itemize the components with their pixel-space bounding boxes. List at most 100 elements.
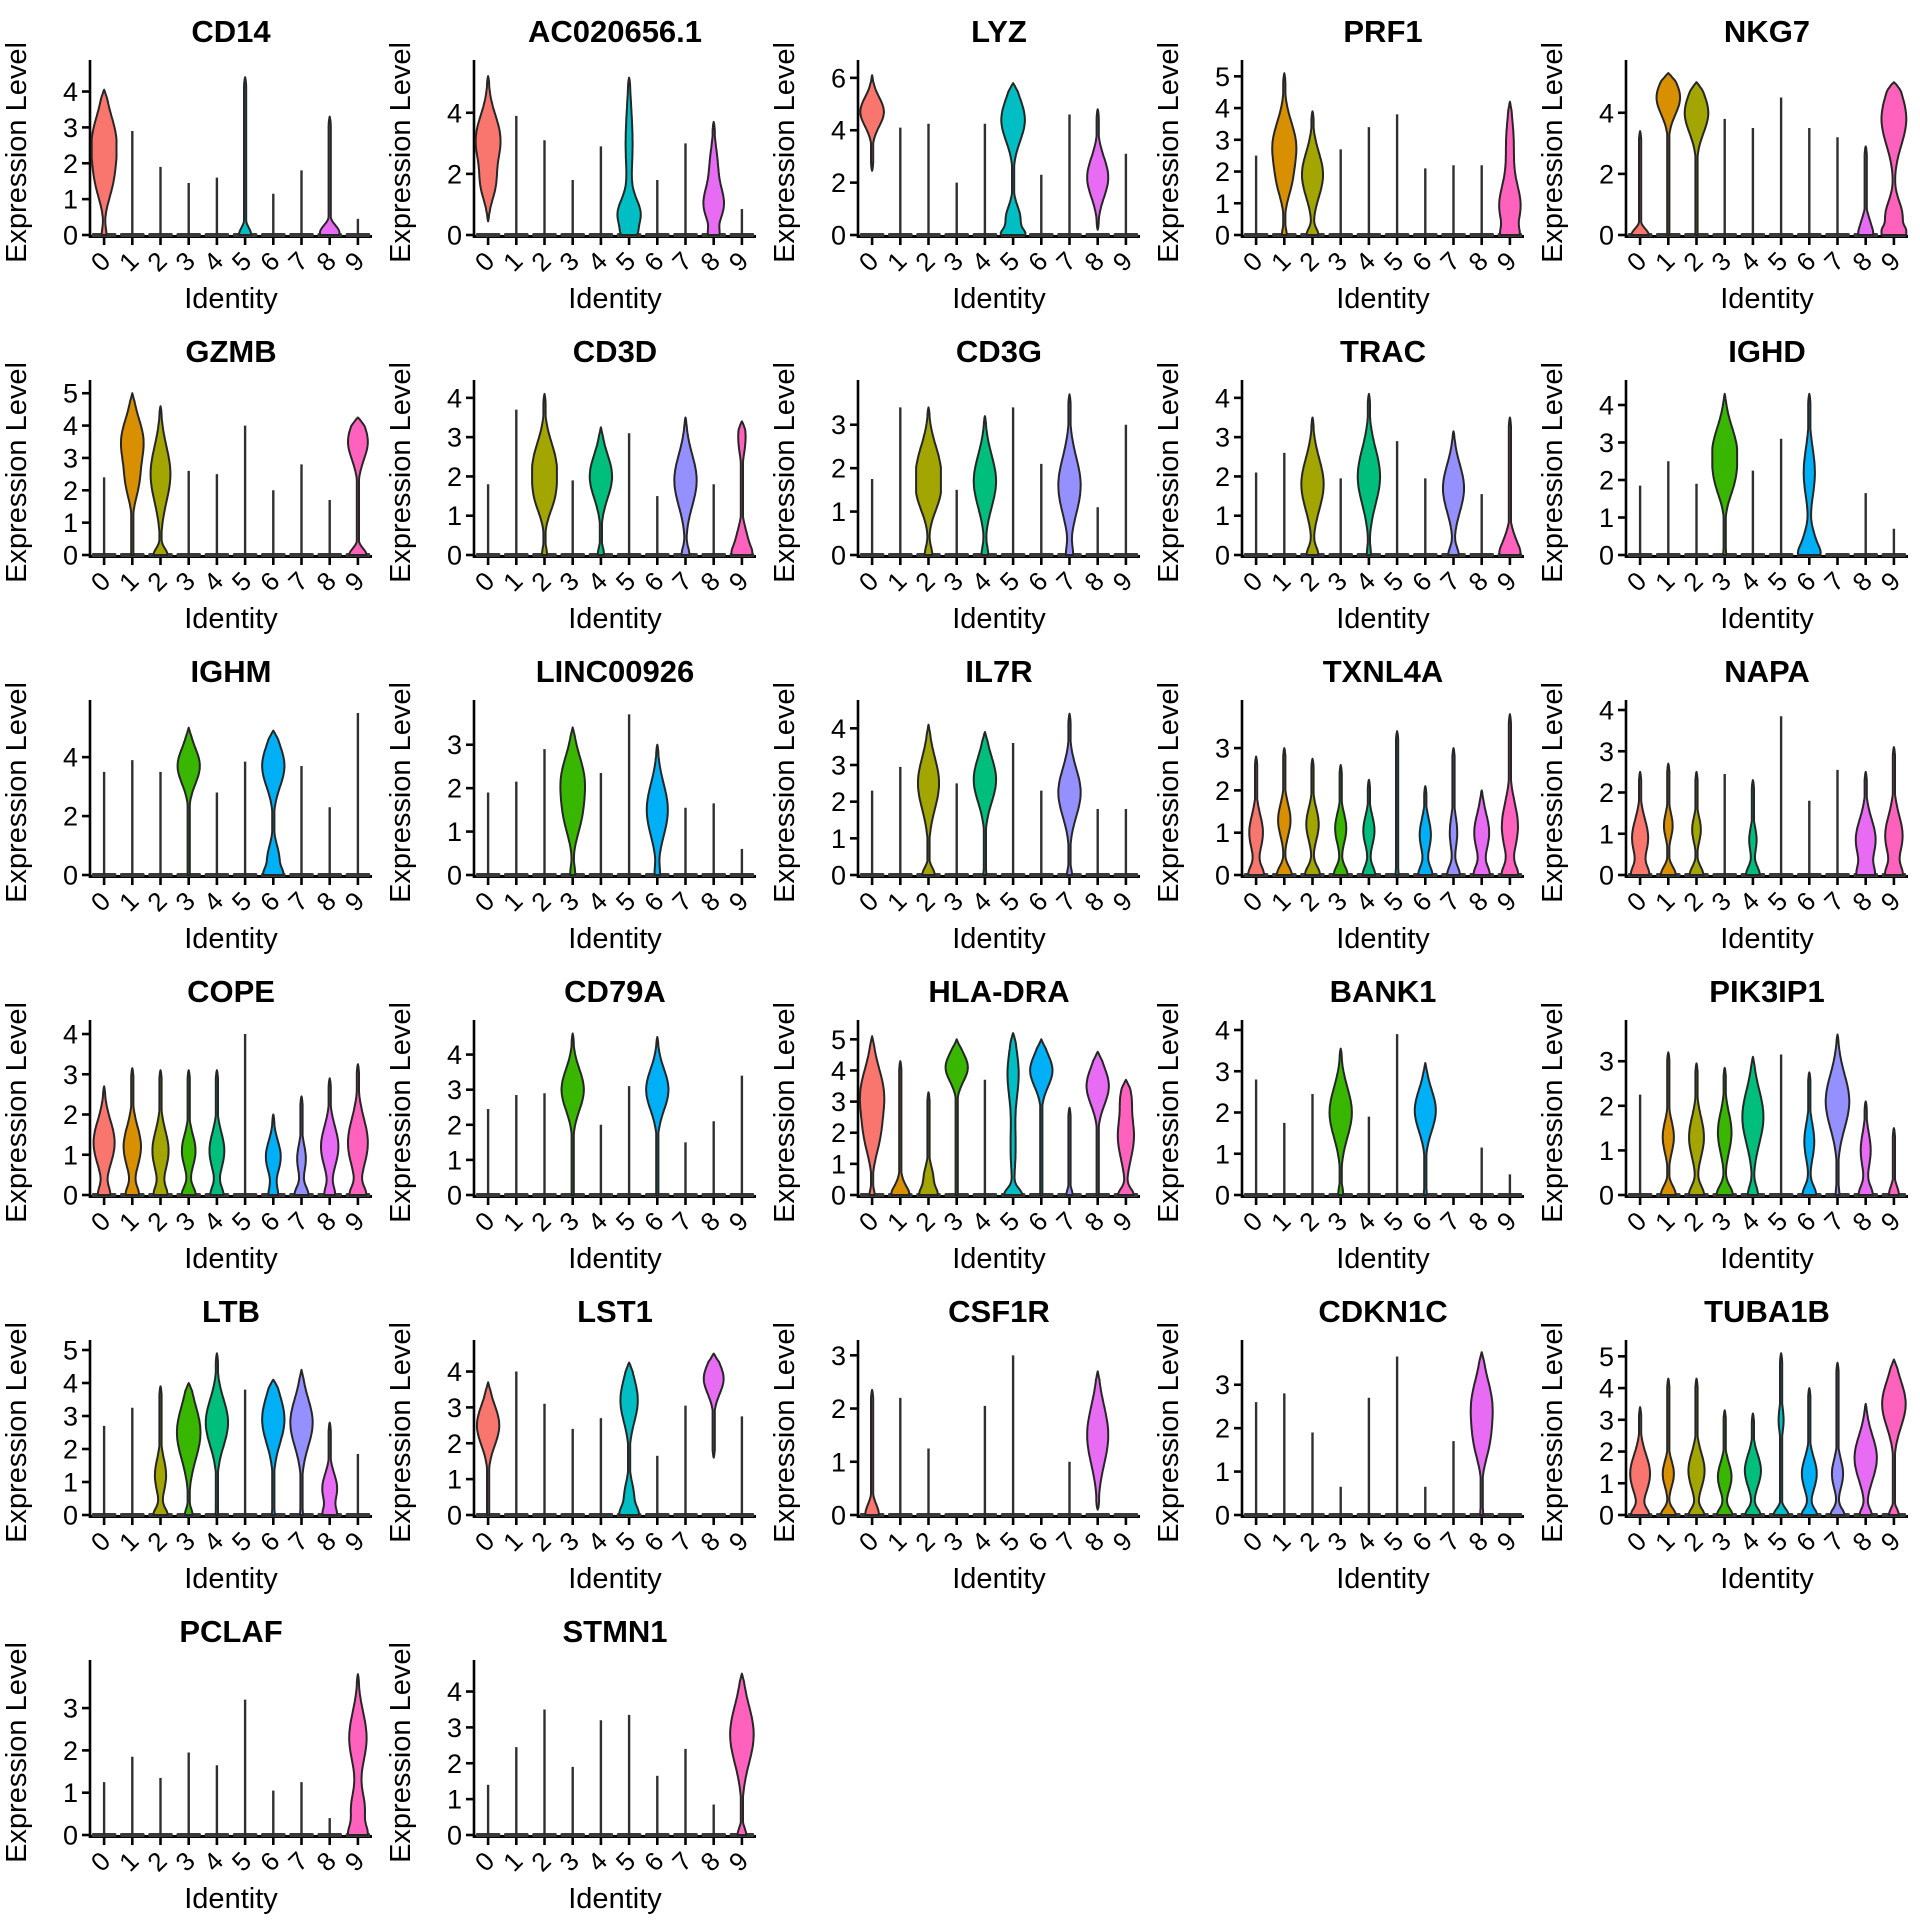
violin-body-cluster-0 — [864, 1388, 880, 1516]
x-tick-label: 8 — [1462, 1526, 1493, 1557]
x-axis-label: Identity — [952, 923, 1046, 955]
y-tick-label: 3 — [831, 1087, 846, 1117]
panel-title: HLA-DRA — [928, 974, 1069, 1009]
y-tick-label: 3 — [1599, 1405, 1614, 1435]
y-tick-label: 4 — [63, 1020, 78, 1050]
y-tick-label: 3 — [1215, 734, 1230, 764]
x-tick-label: 5 — [610, 1206, 641, 1237]
x-tick-label: 9 — [1107, 1526, 1138, 1557]
violin-body-cluster-6 — [1029, 1038, 1054, 1196]
violin-panel-CSF1R: CSF1R Expression Level Identity 0 1 2 3 0 1 2 3 4 5 6… — [768, 1280, 1152, 1600]
y-tick-label: 2 — [1215, 1414, 1230, 1444]
y-tick-label: 1 — [447, 1785, 462, 1815]
violin-panel-NKG7: NKG7 Expression Level Identity 0 2 4 0 1 2 3 4 5 6 7 8… — [1536, 0, 1920, 320]
x-tick-label: 4 — [1350, 566, 1381, 597]
x-tick-label: 8 — [1078, 1206, 1109, 1237]
x-tick-label: 4 — [582, 886, 613, 917]
x-tick-label: 6 — [1406, 246, 1437, 277]
x-tick-label: 4 — [582, 1526, 613, 1557]
x-tick-label: 7 — [282, 1846, 313, 1877]
y-tick-label: 0 — [63, 221, 78, 251]
y-tick-label: 1 — [63, 1778, 78, 1808]
x-tick-label: 1 — [497, 566, 528, 597]
x-tick-label: 1 — [497, 886, 528, 917]
y-tick-label: 0 — [831, 541, 846, 571]
y-tick-label: 3 — [447, 1713, 462, 1743]
violin-body-cluster-2 — [917, 723, 940, 876]
x-tick-label: 5 — [1762, 886, 1793, 917]
x-tick-label: 5 — [994, 1526, 1025, 1557]
violin-panel-TRAC: TRAC Expression Level Identity 0 1 2 3 4 0 1 2 3 4 5 6… — [1152, 320, 1536, 640]
x-tick-label: 0 — [1237, 1206, 1268, 1237]
y-tick-label: 1 — [447, 501, 462, 531]
y-tick-label: 2 — [63, 1100, 78, 1130]
x-axis-label: Identity — [1336, 1243, 1430, 1275]
x-tick-label: 2 — [141, 246, 172, 277]
violin-body-cluster-6 — [645, 1036, 670, 1196]
violin-body-cluster-7 — [1446, 747, 1461, 876]
y-tick-label: 3 — [447, 1075, 462, 1105]
x-tick-label: 1 — [881, 1206, 912, 1237]
violin-body-cluster-1 — [1659, 1051, 1677, 1196]
x-tick-label: 1 — [113, 1846, 144, 1877]
y-tick-label: 1 — [1599, 1469, 1614, 1499]
y-tick-label: 0 — [447, 1821, 462, 1851]
x-tick-label: 2 — [909, 1526, 940, 1557]
x-tick-label: 1 — [1265, 1526, 1296, 1557]
x-tick-label: 6 — [638, 886, 669, 917]
x-tick-label: 7 — [1818, 1206, 1849, 1237]
x-tick-label: 1 — [497, 246, 528, 277]
x-axis-label: Identity — [568, 283, 662, 315]
y-tick-label: 4 — [63, 77, 78, 107]
violin-body-cluster-0 — [859, 74, 885, 172]
x-tick-label: 7 — [282, 246, 313, 277]
y-tick-label: 0 — [447, 861, 462, 891]
x-tick-label: 2 — [909, 246, 940, 277]
x-tick-label: 6 — [1790, 886, 1821, 917]
y-tick-label: 3 — [63, 1060, 78, 1090]
y-tick-label: 1 — [1599, 1136, 1614, 1166]
x-tick-label: 6 — [1790, 566, 1821, 597]
x-tick-label: 6 — [638, 566, 669, 597]
x-tick-label: 7 — [1050, 1526, 1081, 1557]
panel-title: PRF1 — [1343, 14, 1422, 49]
y-tick-label: 4 — [447, 1677, 462, 1707]
violin-body-cluster-8 — [1469, 1351, 1494, 1516]
x-tick-label: 8 — [1846, 246, 1877, 277]
y-axis-label: Expression Level — [769, 362, 801, 583]
panel-title: IL7R — [965, 654, 1032, 689]
y-tick-label: 3 — [447, 730, 462, 760]
x-tick-label: 0 — [85, 1526, 116, 1557]
x-tick-label: 9 — [1875, 1526, 1906, 1557]
x-tick-label: 8 — [1462, 1206, 1493, 1237]
x-tick-label: 5 — [1762, 566, 1793, 597]
violin-body-cluster-1 — [1659, 1377, 1677, 1516]
y-tick-label: 0 — [831, 861, 846, 891]
y-tick-label: 2 — [1215, 157, 1230, 187]
x-tick-label: 9 — [1491, 566, 1522, 597]
x-axis-label: Identity — [184, 1883, 278, 1915]
x-axis-label: Identity — [952, 1563, 1046, 1595]
x-tick-label: 1 — [1265, 566, 1296, 597]
y-tick-label: 2 — [447, 1429, 462, 1459]
x-tick-label: 5 — [610, 246, 641, 277]
y-axis-label: Expression Level — [1, 1642, 33, 1863]
x-tick-label: 4 — [966, 1206, 997, 1237]
x-tick-label: 0 — [1237, 886, 1268, 917]
violin-panel-CD3D: CD3D Expression Level Identity 0 1 2 3 4 0 1 2 3 4 5 6… — [384, 320, 768, 640]
x-tick-label: 7 — [666, 886, 697, 917]
panel-title: TRAC — [1340, 334, 1426, 369]
violin-baseline — [1825, 553, 1850, 557]
y-tick-label: 3 — [1215, 1370, 1230, 1400]
x-tick-label: 8 — [310, 1846, 341, 1877]
x-tick-label: 3 — [937, 1526, 968, 1557]
panel-title: CD3G — [956, 334, 1042, 369]
x-tick-label: 2 — [1677, 566, 1708, 597]
violin-body-cluster-8 — [320, 1077, 340, 1196]
violin-body-cluster-8 — [1854, 770, 1877, 876]
x-tick-label: 2 — [525, 1206, 556, 1237]
x-tick-label: 3 — [169, 886, 200, 917]
y-axis-label: Expression Level — [1153, 362, 1185, 583]
y-axis-label: Expression Level — [1537, 1002, 1569, 1223]
x-tick-label: 0 — [85, 246, 116, 277]
